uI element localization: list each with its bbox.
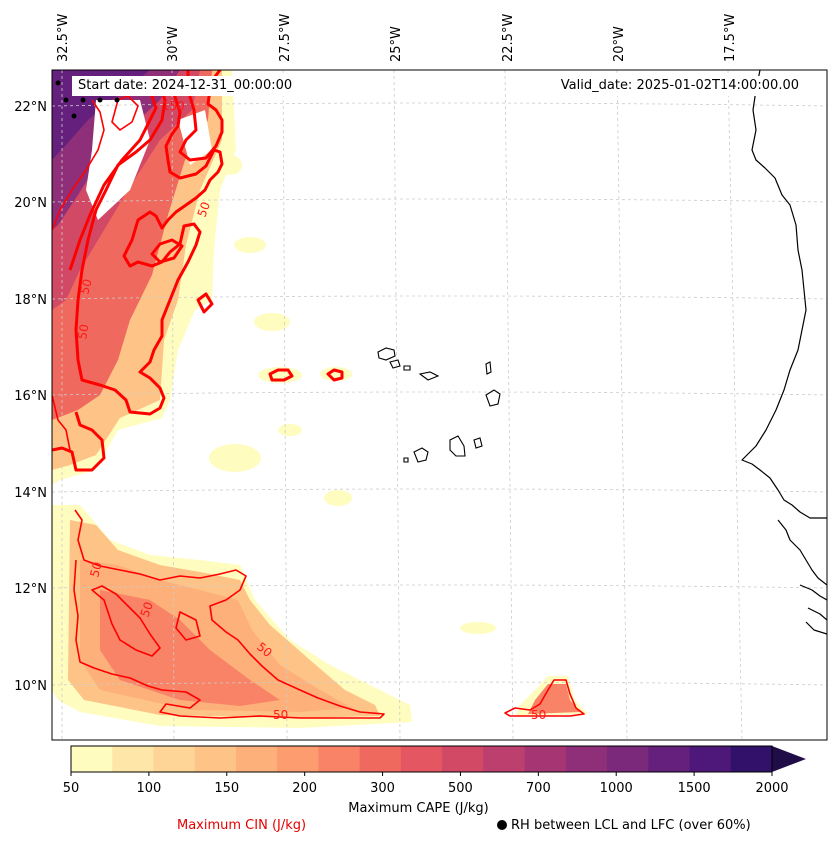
lat-label: 12°N	[14, 582, 47, 597]
lat-label: 10°N	[14, 679, 47, 694]
colorbar-tick-label: 100	[136, 781, 161, 796]
lon-label: 20°W	[612, 26, 627, 62]
colorbar-swatch	[277, 746, 319, 772]
start-date-label: Start date: 2024-12-31_00:00:00	[72, 76, 299, 96]
colorbar-swatch	[524, 746, 567, 772]
cape-verde-islands	[377, 347, 501, 463]
colorbar-tick-label: 50	[63, 781, 80, 796]
colorbar-swatch	[194, 746, 237, 772]
colorbar-swatch	[442, 746, 484, 772]
valid-date-label: Valid_date: 2025-01-02T14:00:00.00	[554, 76, 805, 96]
colorbar-tick-label: 700	[526, 781, 551, 796]
rh-dots	[55, 80, 120, 119]
colorbar-swatch	[400, 746, 443, 772]
colorbar-title: Maximum CAPE (J/kg)	[348, 801, 489, 816]
colorbar-frame	[70, 745, 773, 773]
colorbar-swatch	[71, 746, 113, 772]
colorbar-tick-label: 1500	[678, 781, 711, 796]
colorbar: 50 100 150 200 300 500 700 1000 1500 2000	[63, 745, 806, 796]
colorbar-swatches	[71, 746, 773, 772]
contour-label: 150	[162, 99, 185, 113]
cape-field	[52, 70, 588, 728]
contour-label: 50	[87, 560, 104, 578]
colorbar-swatch	[565, 746, 608, 772]
lat-label: 16°N	[14, 389, 47, 404]
lon-label: 17.5°W	[723, 14, 738, 62]
lat-label: 22°N	[14, 100, 47, 115]
colorbar-swatch	[359, 746, 402, 772]
colorbar-tick-label: 1000	[600, 781, 633, 796]
lat-label: 18°N	[14, 293, 47, 308]
contour-label: 50	[273, 708, 288, 722]
contour-label: 50	[77, 277, 94, 295]
coastline	[741, 70, 827, 635]
colorbar-swatch	[318, 746, 361, 772]
colorbar-tick-label: 2000	[755, 781, 788, 796]
colorbar-swatch	[235, 746, 278, 772]
colorbar-tick-label: 150	[214, 781, 239, 796]
colorbar-ticks: 50 100 150 200 300 500 700 1000 1500 2000	[63, 772, 789, 796]
colorbar-swatch	[483, 746, 526, 772]
lon-label: 32.5°W	[56, 14, 71, 62]
map-frame	[51, 69, 828, 741]
colorbar-tick-label: 500	[448, 781, 473, 796]
cin-contours	[52, 70, 585, 719]
lon-label: 22.5°W	[501, 14, 516, 62]
lat-labels: 22°N 20°N 18°N 16°N 14°N 12°N 10°N	[14, 100, 47, 694]
colorbar-swatch	[648, 746, 691, 772]
contour-label: 50	[75, 323, 91, 340]
colorbar-swatch	[112, 746, 154, 772]
lat-label: 20°N	[14, 196, 47, 211]
lon-label: 25°W	[389, 26, 404, 62]
rh-legend: RH between LCL and LFC (over 60%)	[497, 818, 751, 833]
lon-label: 27.5°W	[278, 14, 293, 62]
cin-legend-label: Maximum CIN (J/kg)	[177, 818, 307, 833]
colorbar-extend-arrow	[772, 746, 806, 772]
rh-dot-icon	[497, 820, 507, 830]
contour-label: 50	[195, 200, 213, 219]
colorbar-swatch	[689, 746, 732, 772]
lon-labels: 32.5°W 30°W 27.5°W 25°W 22.5°W 20°W 17.5…	[56, 14, 738, 62]
colorbar-tick-label: 200	[292, 781, 317, 796]
colorbar-swatch	[607, 746, 649, 772]
lon-label: 30°W	[166, 26, 181, 62]
rh-legend-label: RH between LCL and LFC (over 60%)	[511, 818, 751, 833]
colorbar-swatch	[153, 746, 196, 772]
lat-label: 14°N	[14, 486, 47, 501]
contour-label: 50	[531, 708, 546, 722]
colorbar-tick-label: 300	[370, 781, 395, 796]
contour-label: 50	[138, 600, 156, 619]
colorbar-swatch	[730, 746, 773, 772]
